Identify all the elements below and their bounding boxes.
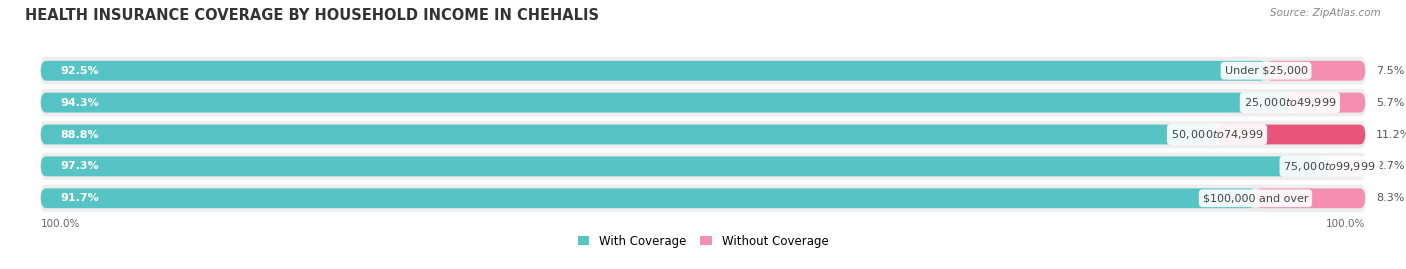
FancyBboxPatch shape: [1265, 61, 1365, 81]
Text: HEALTH INSURANCE COVERAGE BY HOUSEHOLD INCOME IN CHEHALIS: HEALTH INSURANCE COVERAGE BY HOUSEHOLD I…: [25, 8, 599, 23]
FancyBboxPatch shape: [41, 125, 1365, 144]
Text: 11.2%: 11.2%: [1376, 129, 1406, 140]
FancyBboxPatch shape: [41, 188, 1365, 208]
FancyBboxPatch shape: [41, 89, 1365, 116]
Text: 94.3%: 94.3%: [60, 98, 100, 108]
FancyBboxPatch shape: [41, 157, 1330, 176]
FancyBboxPatch shape: [1330, 157, 1365, 176]
Text: 100.0%: 100.0%: [1326, 219, 1365, 229]
Text: 88.8%: 88.8%: [60, 129, 98, 140]
FancyBboxPatch shape: [1218, 125, 1365, 144]
FancyBboxPatch shape: [41, 185, 1365, 212]
Text: 91.7%: 91.7%: [60, 193, 100, 203]
Text: 92.5%: 92.5%: [60, 66, 98, 76]
Text: 97.3%: 97.3%: [60, 161, 98, 171]
FancyBboxPatch shape: [41, 61, 1365, 81]
FancyBboxPatch shape: [41, 125, 1218, 144]
Text: 5.7%: 5.7%: [1376, 98, 1405, 108]
Text: $50,000 to $74,999: $50,000 to $74,999: [1171, 128, 1264, 141]
FancyBboxPatch shape: [41, 188, 1256, 208]
Text: $100,000 and over: $100,000 and over: [1202, 193, 1308, 203]
FancyBboxPatch shape: [41, 61, 1265, 81]
Legend: With Coverage, Without Coverage: With Coverage, Without Coverage: [572, 230, 834, 253]
FancyBboxPatch shape: [41, 121, 1365, 148]
FancyBboxPatch shape: [41, 157, 1365, 176]
FancyBboxPatch shape: [41, 93, 1365, 112]
Text: $75,000 to $99,999: $75,000 to $99,999: [1284, 160, 1376, 173]
Text: $25,000 to $49,999: $25,000 to $49,999: [1244, 96, 1336, 109]
FancyBboxPatch shape: [1289, 93, 1365, 112]
FancyBboxPatch shape: [1256, 188, 1365, 208]
Text: 2.7%: 2.7%: [1376, 161, 1405, 171]
FancyBboxPatch shape: [41, 153, 1365, 180]
Text: 8.3%: 8.3%: [1376, 193, 1405, 203]
Text: 100.0%: 100.0%: [41, 219, 80, 229]
Text: Under $25,000: Under $25,000: [1225, 66, 1308, 76]
FancyBboxPatch shape: [41, 57, 1365, 84]
Text: Source: ZipAtlas.com: Source: ZipAtlas.com: [1270, 8, 1381, 18]
Text: 7.5%: 7.5%: [1376, 66, 1405, 76]
FancyBboxPatch shape: [41, 93, 1289, 112]
